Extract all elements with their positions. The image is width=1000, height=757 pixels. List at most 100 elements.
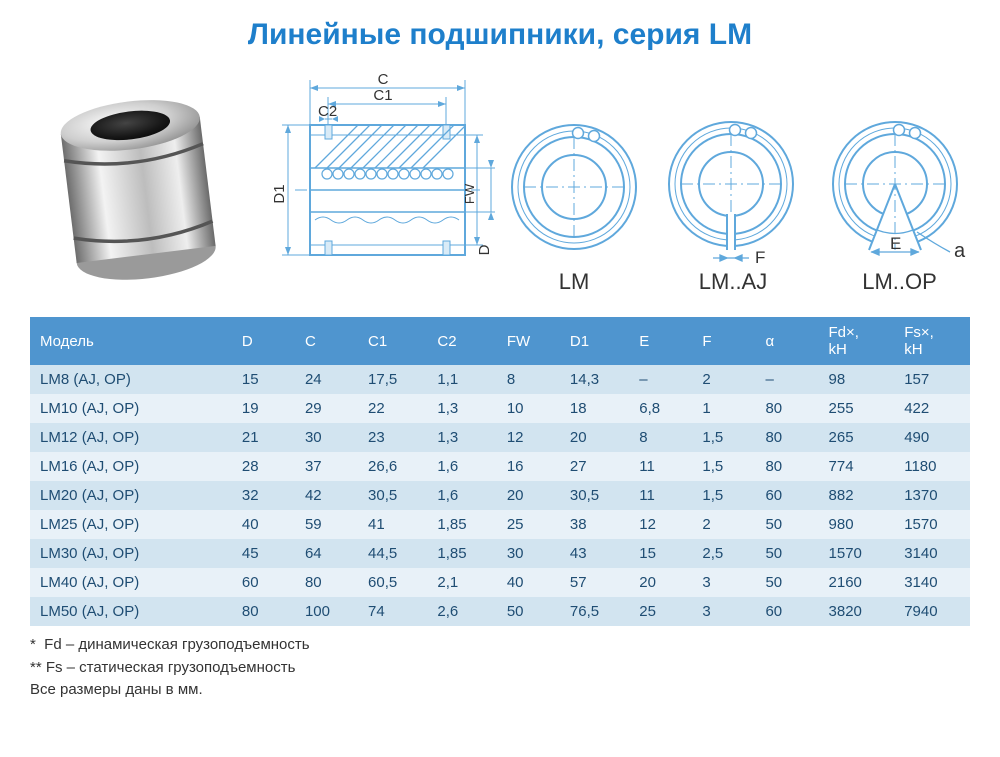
table-cell: LM12 (AJ, OP) bbox=[30, 423, 232, 452]
table-cell: 2,6 bbox=[427, 597, 496, 626]
table-cell: 1,1 bbox=[427, 365, 496, 394]
table-row: LM16 (AJ, OP)283726,61,61627111,58077411… bbox=[30, 452, 970, 481]
table-cell: 100 bbox=[295, 597, 358, 626]
table-cell: 1 bbox=[692, 394, 755, 423]
table-cell: 3820 bbox=[819, 597, 895, 626]
table-cell: 6,8 bbox=[629, 394, 692, 423]
ring-lm-aj-caption: LM..AJ bbox=[653, 269, 813, 295]
col-header: C1 bbox=[358, 317, 427, 365]
table-cell: 2 bbox=[692, 510, 755, 539]
table-cell: 32 bbox=[232, 481, 295, 510]
table-cell: 50 bbox=[755, 510, 818, 539]
table-cell: 40 bbox=[232, 510, 295, 539]
table-cell: LM30 (AJ, OP) bbox=[30, 539, 232, 568]
table-cell: 20 bbox=[497, 481, 560, 510]
col-header: E bbox=[629, 317, 692, 365]
table-cell: 21 bbox=[232, 423, 295, 452]
table-cell: 2,1 bbox=[427, 568, 496, 597]
table-cell: 60 bbox=[232, 568, 295, 597]
table-cell: 11 bbox=[629, 481, 692, 510]
table-cell: 1570 bbox=[894, 510, 970, 539]
table-cell: 157 bbox=[894, 365, 970, 394]
table-cell: 26,6 bbox=[358, 452, 427, 481]
table-cell: 37 bbox=[295, 452, 358, 481]
bearing-photo bbox=[30, 70, 245, 290]
table-cell: 1,85 bbox=[427, 510, 496, 539]
table-cell: 14,3 bbox=[560, 365, 629, 394]
dim-f: F bbox=[755, 248, 765, 267]
table-cell: 43 bbox=[560, 539, 629, 568]
table-cell: 76,5 bbox=[560, 597, 629, 626]
col-header: Модель bbox=[30, 317, 232, 365]
col-header: D bbox=[232, 317, 295, 365]
col-header: Fd×,kH bbox=[819, 317, 895, 365]
table-cell: 1,6 bbox=[427, 452, 496, 481]
table-cell: 17,5 bbox=[358, 365, 427, 394]
col-header: α bbox=[755, 317, 818, 365]
table-cell: 80 bbox=[295, 568, 358, 597]
table-row: LM40 (AJ, OP)608060,52,14057203502160314… bbox=[30, 568, 970, 597]
table-cell: 64 bbox=[295, 539, 358, 568]
table-cell: 8 bbox=[497, 365, 560, 394]
table-cell: 24 bbox=[295, 365, 358, 394]
table-cell: 38 bbox=[560, 510, 629, 539]
dim-c1: C1 bbox=[373, 87, 392, 104]
table-cell: 422 bbox=[894, 394, 970, 423]
table-cell: 12 bbox=[629, 510, 692, 539]
diagram-strip: C C1 C2 D1 FW D bbox=[30, 70, 970, 295]
ring-lm-op: E a bbox=[817, 102, 982, 267]
table-cell: 3 bbox=[692, 568, 755, 597]
table-cell: 265 bbox=[819, 423, 895, 452]
table-cell: 25 bbox=[629, 597, 692, 626]
table-row: LM10 (AJ, OP)1929221,310186,8180255422 bbox=[30, 394, 970, 423]
table-cell: 28 bbox=[232, 452, 295, 481]
table-cell: 10 bbox=[497, 394, 560, 423]
table-cell: 1570 bbox=[819, 539, 895, 568]
table-cell: 50 bbox=[755, 539, 818, 568]
table-cell: 80 bbox=[755, 423, 818, 452]
table-cell: 50 bbox=[755, 568, 818, 597]
table-cell: 3140 bbox=[894, 539, 970, 568]
col-header: Fs×,kH bbox=[894, 317, 970, 365]
table-cell: 774 bbox=[819, 452, 895, 481]
table-cell: LM8 (AJ, OP) bbox=[30, 365, 232, 394]
section-diagram: C C1 C2 D1 FW D bbox=[255, 70, 495, 295]
dim-d1: D1 bbox=[271, 184, 288, 203]
table-row: LM12 (AJ, OP)2130231,3122081,580265490 bbox=[30, 423, 970, 452]
table-header-row: МодельDCC1C2FWD1EFαFd×,kHFs×,kH bbox=[30, 317, 970, 365]
table-cell: 42 bbox=[295, 481, 358, 510]
table-cell: 3 bbox=[692, 597, 755, 626]
table-cell: 1,85 bbox=[427, 539, 496, 568]
table-row: LM8 (AJ, OP)152417,51,1814,3–2–98157 bbox=[30, 365, 970, 394]
table-cell: 29 bbox=[295, 394, 358, 423]
table-cell: 1,6 bbox=[427, 481, 496, 510]
table-cell: 2160 bbox=[819, 568, 895, 597]
footnote-line: ** Fs – статическая грузоподъемность bbox=[30, 657, 970, 680]
table-cell: 20 bbox=[560, 423, 629, 452]
dim-e: E bbox=[890, 234, 901, 253]
table-cell: 60 bbox=[755, 481, 818, 510]
table-cell: – bbox=[629, 365, 692, 394]
table-cell: 30 bbox=[497, 539, 560, 568]
dim-fw: FW bbox=[462, 183, 477, 204]
footnotes: * Fd – динамическая грузоподъемность** F… bbox=[30, 634, 970, 702]
table-cell: 20 bbox=[629, 568, 692, 597]
table-cell: 1,5 bbox=[692, 481, 755, 510]
ring-lm-caption: LM bbox=[499, 269, 649, 295]
table-cell: 1,5 bbox=[692, 423, 755, 452]
table-cell: 45 bbox=[232, 539, 295, 568]
spec-table: МодельDCC1C2FWD1EFαFd×,kHFs×,kH LM8 (AJ,… bbox=[30, 317, 970, 626]
table-cell: 12 bbox=[497, 423, 560, 452]
table-cell: 15 bbox=[629, 539, 692, 568]
table-cell: LM50 (AJ, OP) bbox=[30, 597, 232, 626]
table-cell: 490 bbox=[894, 423, 970, 452]
table-cell: – bbox=[755, 365, 818, 394]
table-cell: 3140 bbox=[894, 568, 970, 597]
table-cell: LM25 (AJ, OP) bbox=[30, 510, 232, 539]
table-cell: 23 bbox=[358, 423, 427, 452]
table-row: LM20 (AJ, OP)324230,51,62030,5111,560882… bbox=[30, 481, 970, 510]
table-cell: 44,5 bbox=[358, 539, 427, 568]
table-cell: LM10 (AJ, OP) bbox=[30, 394, 232, 423]
table-cell: 11 bbox=[629, 452, 692, 481]
ring-lm bbox=[499, 102, 649, 267]
